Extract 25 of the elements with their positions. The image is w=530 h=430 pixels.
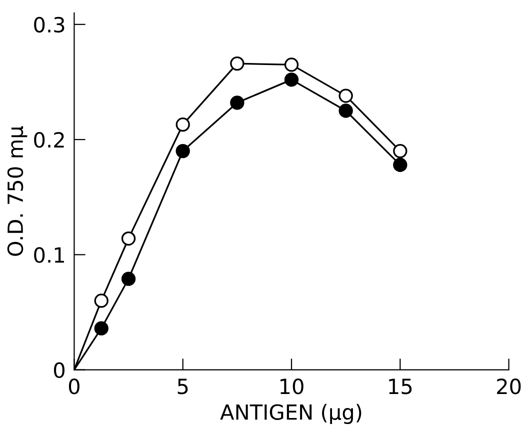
x-tick-label: 15 <box>389 378 412 394</box>
x-tick-label: 5 <box>178 378 188 394</box>
y-tick-label: 0.1 <box>34 247 64 263</box>
point <box>121 231 136 246</box>
point <box>121 272 136 286</box>
point <box>338 104 353 118</box>
y-tick-label: 0.3 <box>34 16 64 33</box>
point <box>230 96 244 110</box>
y-axis-title: O.D. 750 mμ <box>7 126 28 256</box>
x-tick-label: 20 <box>497 378 521 394</box>
point <box>393 158 408 172</box>
point <box>338 88 353 103</box>
point <box>393 144 408 158</box>
point <box>176 144 190 158</box>
point <box>94 294 108 308</box>
point <box>230 56 244 71</box>
point <box>176 117 190 132</box>
x-tick-label: 0 <box>68 378 80 394</box>
point <box>94 321 108 336</box>
point <box>284 58 299 72</box>
x-axis-title: ANTIGEN (μg) <box>220 404 362 424</box>
x-tick-label: 10 <box>280 378 304 394</box>
point <box>284 72 299 87</box>
y-tick-label: 0.2 <box>34 132 64 148</box>
y-tick-label: 0 <box>54 362 64 378</box>
